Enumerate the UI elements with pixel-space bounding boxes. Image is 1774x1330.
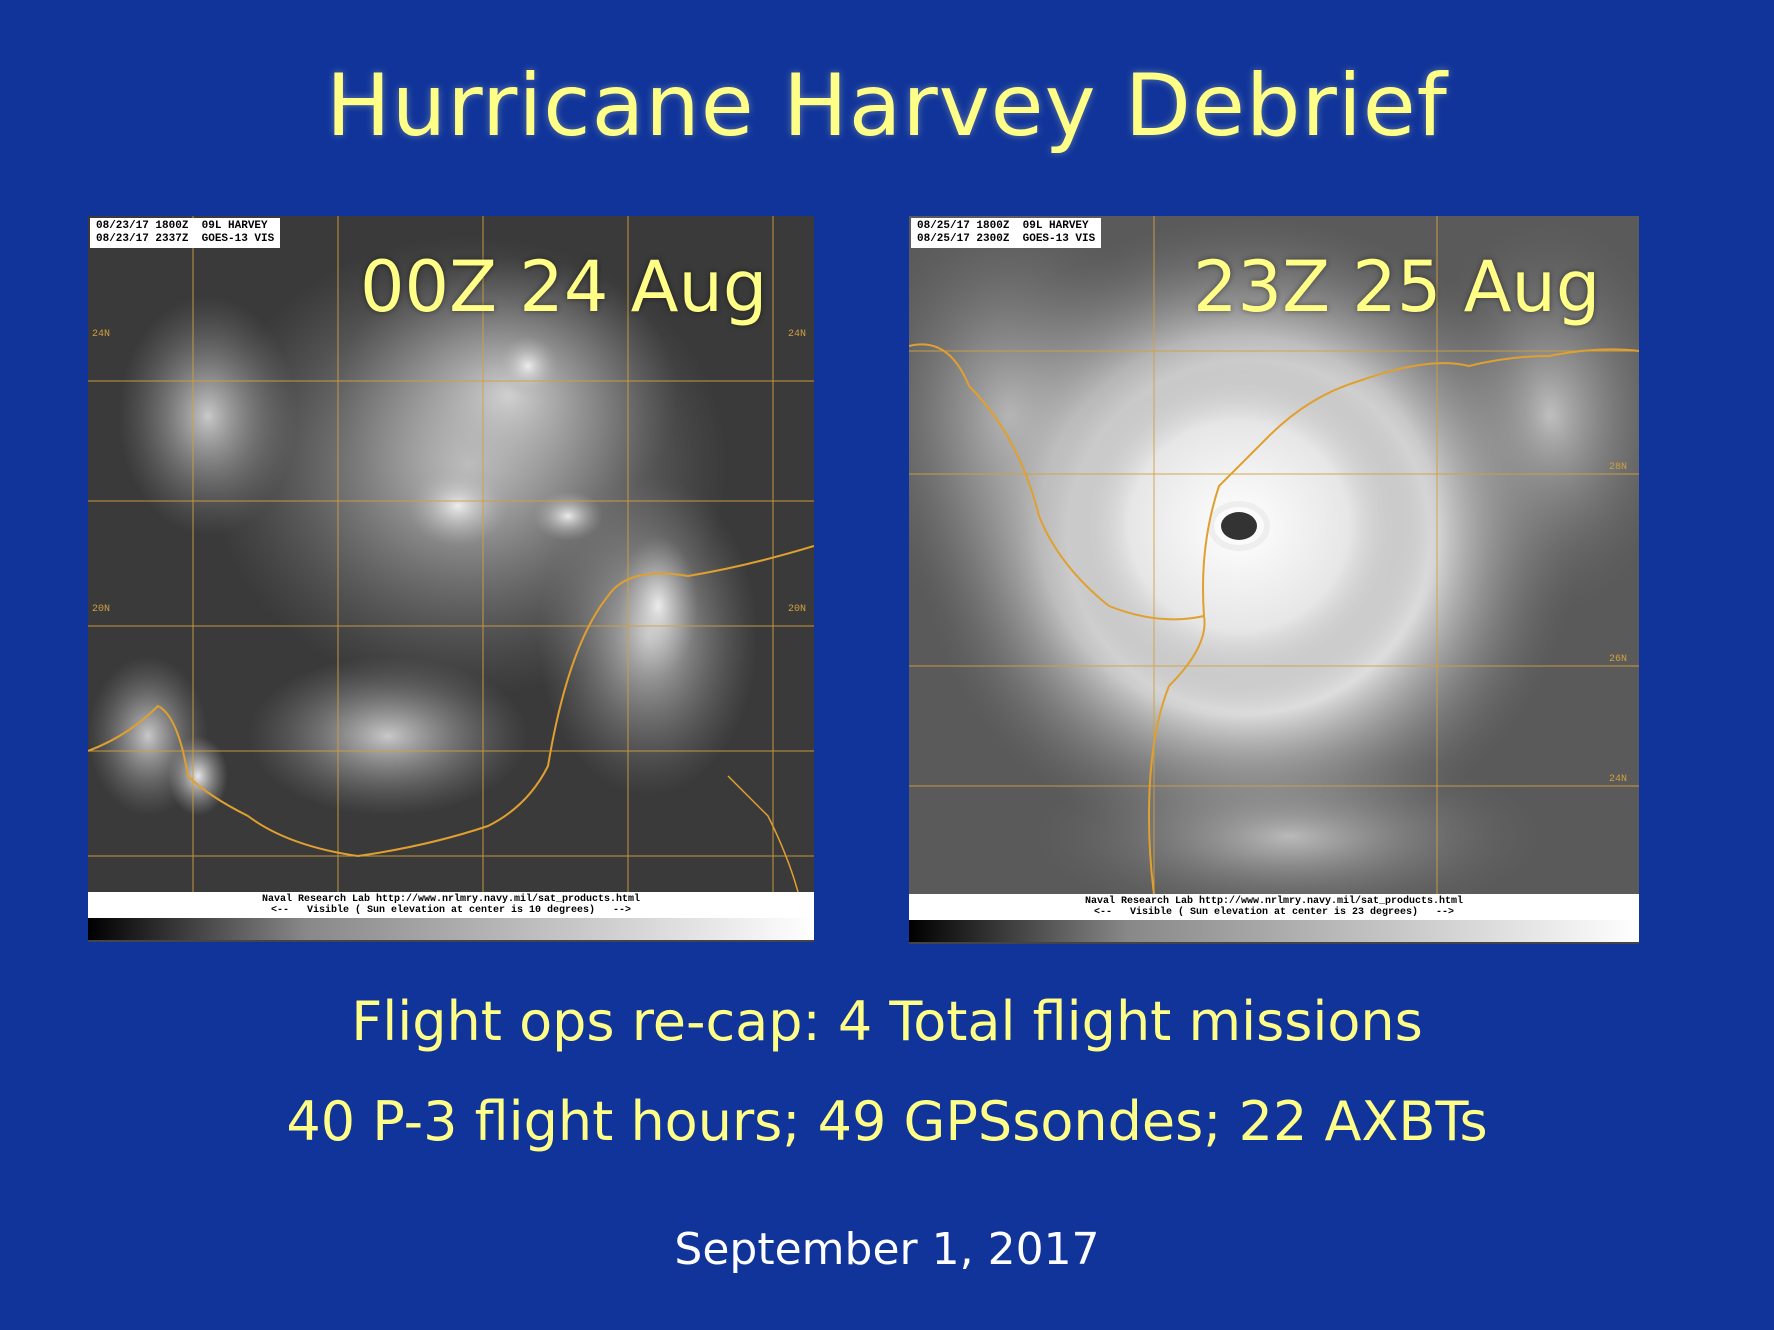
flight-ops-recap: Flight ops re-cap: 4 Total flight missio… [351,990,1423,1053]
grayscale-bar [88,918,814,940]
latitude-label: 28N [1609,462,1627,473]
latitude-label: 24N [92,329,110,340]
satellite-image-right: 28N 26N 24N 08/25/17 1800Z 09L HARVEY 08/25… [909,216,1639,944]
flight-stats: 40 P-3 flight hours; 49 GPSsondes; 22 AX… [286,1090,1488,1153]
latitude-label: 24N [788,329,806,340]
latitude-label: 20N [788,604,806,615]
latitude-label: 20N [92,604,110,615]
satellite-image-left: 24N 20N 24N 20N 08/23/17 1800Z 09L HARVEY 08… [88,216,814,942]
slide-title: Hurricane Harvey Debrief [326,56,1448,156]
latitude-label: 26N [1609,654,1627,665]
slide-date: September 1, 2017 [674,1224,1100,1275]
satellite-imagery-left: 24N 20N 24N 20N [88,216,814,892]
latitude-label: 24N [1609,774,1627,785]
image-header: 08/23/17 1800Z 09L HARVEY 08/23/17 2337Z … [90,218,281,248]
time-label: 00Z 24 Aug [360,246,768,328]
image-header: 08/25/17 1800Z 09L HARVEY 08/25/17 2300Z … [911,218,1102,248]
image-footer: Naval Research Lab http://www.nrlmry.nav… [88,892,814,918]
grayscale-bar [909,920,1639,942]
image-footer: Naval Research Lab http://www.nrlmry.nav… [909,894,1639,920]
satellite-imagery-right: 28N 26N 24N [909,216,1639,894]
time-label: 23Z 25 Aug [1193,246,1601,328]
